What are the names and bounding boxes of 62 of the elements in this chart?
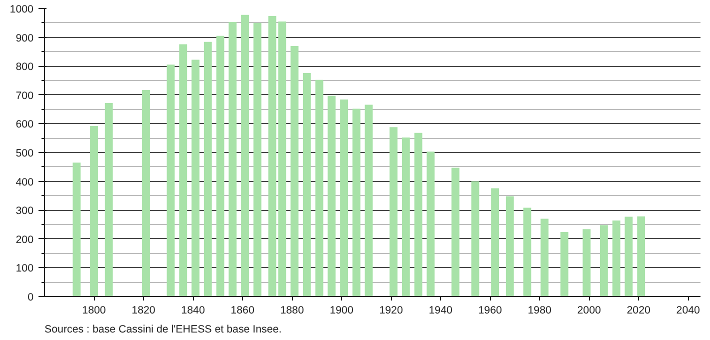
y-tick-label: 900 [16,32,34,44]
bar [624,216,633,296]
bar [166,64,175,296]
x-tick-label: 1880 [280,304,304,316]
bar [471,181,480,296]
x-tick-label: 1840 [181,304,205,316]
y-tick-label: 800 [16,61,34,74]
bar [402,138,410,296]
x-tick-label: 1920 [379,304,403,316]
bar [228,22,237,296]
x-tick-label: 2020 [626,304,651,316]
bar [192,60,200,296]
y-tick-label: 0 [28,292,34,304]
bar [302,73,311,296]
bar [352,108,360,296]
bar [216,36,224,296]
bar [241,14,249,296]
y-tick-label: 600 [16,118,34,131]
bar [612,220,620,296]
bar [72,162,81,296]
bar [340,100,348,296]
x-tick-label: 2040 [676,304,700,316]
bar [179,44,188,296]
bar [142,90,150,296]
bar [506,196,514,296]
x-tick-label: 1940 [428,304,452,316]
x-tick-label: 1960 [478,304,502,316]
bar [491,188,499,296]
x-tick-label: 2000 [577,304,602,316]
y-tick-label: 400 [16,176,34,188]
bar [600,225,608,296]
bar [290,46,298,296]
source-note: Sources : base Cassini de l'EHESS et base Insee. [44,324,282,336]
bar [315,80,324,296]
bar [560,232,568,296]
bar [390,127,398,296]
x-tick-label: 1860 [230,304,254,316]
bar [204,42,212,296]
x-tick-label: 1800 [82,304,106,316]
bar [426,152,435,296]
bar [364,104,373,296]
bar [540,218,549,296]
x-tick-label: 1980 [528,304,552,316]
bar [582,229,591,296]
bar [414,132,422,296]
bar [104,102,113,296]
y-tick-label: 700 [16,90,34,102]
bar [278,21,286,296]
y-tick-label: 300 [16,205,34,218]
y-tick-label: 500 [16,148,34,160]
bar [523,208,532,296]
y-tick-label: 200 [16,234,34,246]
bar [268,16,276,296]
x-tick-label: 1820 [132,304,156,316]
y-tick-label: 100 [16,262,34,275]
x-tick-label: 1900 [330,304,354,316]
bar [451,168,460,296]
y-tick-label: 1000 [10,4,34,16]
bar [637,216,646,296]
bar [90,126,98,296]
bar [328,96,336,296]
bar [253,22,262,296]
